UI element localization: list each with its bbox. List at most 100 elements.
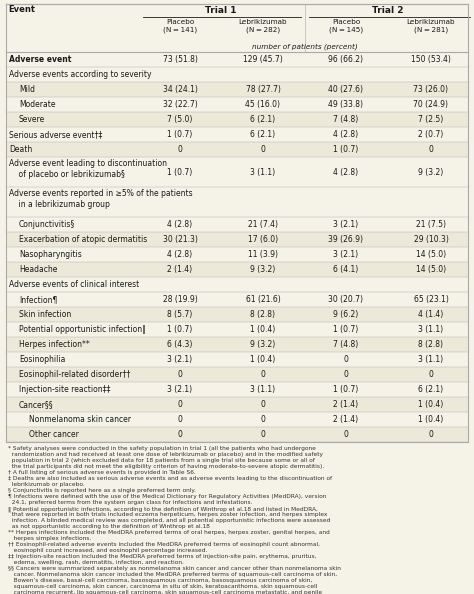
Text: 7 (5.0): 7 (5.0) (167, 115, 193, 124)
Text: 6 (4.1): 6 (4.1) (333, 265, 359, 274)
Bar (6, 367, 468, 382)
Text: 0: 0 (344, 430, 348, 439)
Text: 45 (16.0): 45 (16.0) (246, 100, 281, 109)
Text: Adverse event: Adverse event (9, 55, 72, 64)
Text: 96 (66.2): 96 (66.2) (328, 55, 364, 64)
Text: 0: 0 (428, 430, 433, 439)
Text: Adverse events reported in ≥5% of the patients
    in a lebrikizumab group: Adverse events reported in ≥5% of the pa… (9, 189, 192, 208)
Text: § Conjunctivitis is reported here as a single preferred term only.: § Conjunctivitis is reported here as a s… (8, 488, 196, 493)
Text: 6 (4.3): 6 (4.3) (167, 340, 193, 349)
Text: 1 (0.7): 1 (0.7) (333, 145, 359, 154)
Text: 34 (24.1): 34 (24.1) (163, 85, 198, 94)
Text: 9 (3.2): 9 (3.2) (419, 168, 444, 176)
Text: 0: 0 (178, 370, 182, 379)
Text: 9 (3.2): 9 (3.2) (250, 265, 275, 274)
Bar (6, 82, 468, 97)
Text: 65 (23.1): 65 (23.1) (413, 295, 448, 304)
Text: Bowen’s disease, basal-cell carcinoma, basosquamous carcinoma, basosquamous carc: Bowen’s disease, basal-cell carcinoma, b… (8, 578, 312, 583)
Text: 2 (0.7): 2 (0.7) (419, 130, 444, 139)
Text: 17 (6.0): 17 (6.0) (248, 235, 278, 244)
Text: 21 (7.4): 21 (7.4) (248, 220, 278, 229)
Text: eosinophil count increased, and eosinophil percentage increased.: eosinophil count increased, and eosinoph… (8, 548, 207, 553)
Text: 28 (19.9): 28 (19.9) (163, 295, 197, 304)
Text: 3 (1.1): 3 (1.1) (419, 355, 444, 364)
Text: Placebo
(N = 141): Placebo (N = 141) (163, 19, 197, 33)
Text: 0: 0 (261, 430, 265, 439)
Text: 3 (2.1): 3 (2.1) (333, 220, 358, 229)
Text: 4 (2.8): 4 (2.8) (333, 168, 358, 176)
Text: 24.1, preferred terms from the system organ class for infections and infestation: 24.1, preferred terms from the system or… (8, 500, 253, 505)
Bar (6, 232, 468, 247)
Text: 7 (2.5): 7 (2.5) (419, 115, 444, 124)
Text: 3 (1.1): 3 (1.1) (250, 168, 275, 176)
Text: Serious adverse event†‡: Serious adverse event†‡ (9, 130, 102, 139)
Text: 8 (2.8): 8 (2.8) (419, 340, 444, 349)
Text: 129 (45.7): 129 (45.7) (243, 55, 283, 64)
Text: 73 (26.0): 73 (26.0) (413, 85, 448, 94)
Bar (6, 397, 468, 412)
Text: 0: 0 (178, 415, 182, 424)
Text: edema, swelling, rash, dermatitis, infection, and reaction.: edema, swelling, rash, dermatitis, infec… (8, 560, 184, 565)
Text: * Safety analyses were conducted in the safety population in trial 1 (all the pa: * Safety analyses were conducted in the … (8, 446, 316, 451)
Text: 7 (4.8): 7 (4.8) (333, 115, 359, 124)
Text: 1 (0.7): 1 (0.7) (333, 325, 359, 334)
Text: 32 (22.7): 32 (22.7) (163, 100, 197, 109)
Text: 0: 0 (178, 430, 182, 439)
Text: 1 (0.4): 1 (0.4) (250, 355, 275, 364)
Text: 11 (3.9): 11 (3.9) (248, 250, 278, 259)
Text: Skin infection: Skin infection (19, 310, 71, 319)
Text: 29 (10.3): 29 (10.3) (413, 235, 448, 244)
Text: 1 (0.7): 1 (0.7) (167, 130, 192, 139)
Text: squamous-cell carcinoma, skin cancer, carcinoma in situ of skin, keratoacanthoma: squamous-cell carcinoma, skin cancer, ca… (8, 584, 318, 589)
Text: Adverse event leading to discontinuation
    of placebo or lebrikizumab§: Adverse event leading to discontinuation… (9, 159, 167, 179)
Text: 1 (0.4): 1 (0.4) (419, 415, 444, 424)
Text: 73 (51.8): 73 (51.8) (163, 55, 198, 64)
Text: population in trial 2 (which excluded data for 18 patients from a single trial s: population in trial 2 (which excluded da… (8, 458, 315, 463)
Text: 7 (4.8): 7 (4.8) (333, 340, 359, 349)
Text: Eosinophil-related disorder††: Eosinophil-related disorder†† (19, 370, 130, 379)
Text: 49 (33.8): 49 (33.8) (328, 100, 364, 109)
Text: 0: 0 (261, 400, 265, 409)
Text: 1 (0.7): 1 (0.7) (333, 385, 359, 394)
Text: Injection-site reaction‡‡: Injection-site reaction‡‡ (19, 385, 110, 394)
Text: §§ Cancers were summarized separately as nonmelanoma skin cancer and cancer othe: §§ Cancers were summarized separately as… (8, 566, 341, 571)
Text: number of patients (percent): number of patients (percent) (252, 43, 358, 50)
Text: 0: 0 (261, 145, 265, 154)
Text: 40 (27.6): 40 (27.6) (328, 85, 364, 94)
Text: Moderate: Moderate (19, 100, 55, 109)
Text: ‖ Potential opportunistic infections, according to the definition of Winthrop et: ‖ Potential opportunistic infections, ac… (8, 506, 318, 511)
Text: ‡ Deaths are also included as serious adverse events and as adverse events leadi: ‡ Deaths are also included as serious ad… (8, 476, 332, 481)
Text: Trial 1: Trial 1 (205, 6, 237, 15)
Text: †† Eosinophil-related adverse events included the MedDRA preferred terms of eosi: †† Eosinophil-related adverse events inc… (8, 542, 320, 547)
Text: Infection¶: Infection¶ (19, 295, 57, 304)
Text: 3 (1.1): 3 (1.1) (250, 385, 275, 394)
Text: Placebo
(N = 145): Placebo (N = 145) (329, 19, 363, 33)
Text: randomization and had received at least one dose of lebrikizumab or placebo) and: randomization and had received at least … (8, 452, 323, 457)
Text: 0: 0 (428, 145, 433, 154)
Text: 0: 0 (344, 355, 348, 364)
Text: Adverse events of clinical interest: Adverse events of clinical interest (9, 280, 139, 289)
Text: 6 (2.1): 6 (2.1) (250, 115, 275, 124)
Text: 0: 0 (261, 415, 265, 424)
Text: 1 (0.7): 1 (0.7) (167, 325, 192, 334)
Text: Other cancer: Other cancer (29, 430, 79, 439)
Text: 0: 0 (261, 370, 265, 379)
Text: 9 (6.2): 9 (6.2) (333, 310, 359, 319)
Bar (6, 337, 468, 352)
Text: Nasopharyngitis: Nasopharyngitis (19, 250, 82, 259)
Text: 30 (21.3): 30 (21.3) (163, 235, 198, 244)
Text: 0: 0 (344, 370, 348, 379)
Text: 30 (20.7): 30 (20.7) (328, 295, 364, 304)
Text: Cancer§§: Cancer§§ (19, 400, 54, 409)
Bar (6, 112, 468, 127)
Text: 4 (2.8): 4 (2.8) (167, 220, 192, 229)
Text: 39 (26.9): 39 (26.9) (328, 235, 364, 244)
Text: 6 (2.1): 6 (2.1) (419, 385, 444, 394)
Text: 1 (0.4): 1 (0.4) (419, 400, 444, 409)
Bar (6, 142, 468, 157)
Text: 4 (2.8): 4 (2.8) (333, 130, 358, 139)
Text: infection. A blinded medical review was completed, and all potential opportunist: infection. A blinded medical review was … (8, 518, 330, 523)
Text: Conjunctivitis§: Conjunctivitis§ (19, 220, 75, 229)
Bar (6, 427, 468, 442)
Text: Trial 2: Trial 2 (372, 6, 404, 15)
